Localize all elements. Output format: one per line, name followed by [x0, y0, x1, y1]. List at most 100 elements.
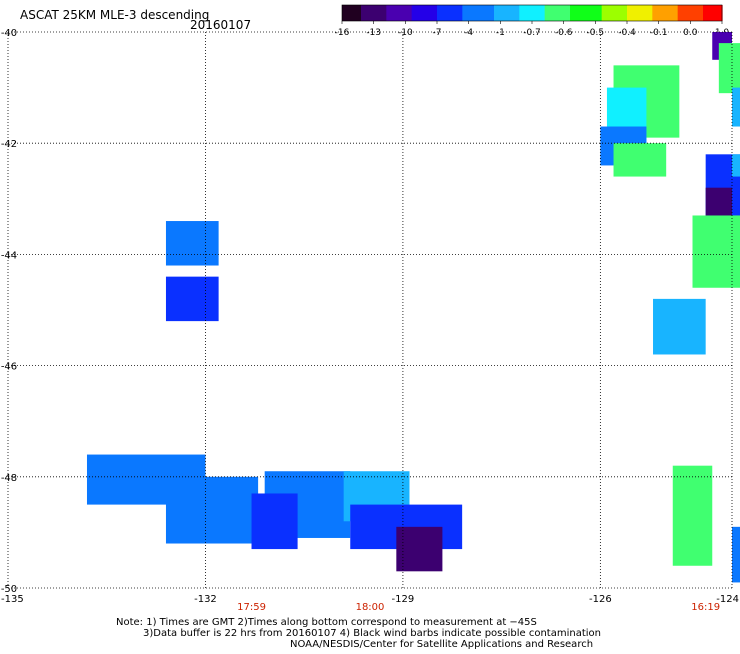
colorbar-segment — [361, 5, 368, 21]
y-tick-label: -40 — [1, 28, 17, 39]
x-tick-label: -129 — [392, 594, 415, 605]
colorbar-segment — [513, 5, 520, 21]
footer-note-line-2: 3)Data buffer is 22 hrs from 20160107 4)… — [143, 628, 601, 639]
colorbar-segment — [620, 5, 628, 21]
time-label: 18:00 — [356, 602, 385, 613]
colorbar-segment — [665, 5, 672, 21]
lat-lon-grid — [7, 31, 733, 589]
colorbar-segment — [544, 5, 552, 21]
colorbar-segment — [443, 5, 451, 21]
swath-cells — [86, 32, 740, 583]
swath-cell — [396, 526, 443, 572]
colorbar-segment — [386, 5, 394, 21]
colorbar-tick-label: -16 — [335, 28, 350, 38]
swath-cell — [705, 187, 732, 216]
x-tick-label: -135 — [1, 594, 24, 605]
colorbar-segment — [494, 5, 501, 21]
colorbar-segment — [715, 5, 723, 21]
colorbar-segment — [456, 5, 463, 21]
swath-cell — [613, 143, 667, 177]
colorbar-segment — [652, 5, 660, 21]
colorbar-segment — [430, 5, 438, 21]
colorbar-segment — [671, 5, 679, 21]
swath-cell — [165, 276, 219, 322]
colorbar-segment — [487, 5, 495, 21]
swath-cell — [718, 43, 740, 94]
y-tick-label: -50 — [1, 584, 17, 595]
colorbar-segment — [633, 5, 641, 21]
swath-cell — [732, 87, 740, 127]
colorbar-segment — [532, 5, 539, 21]
colorbar-segment — [570, 5, 577, 21]
colorbar-segment — [658, 5, 666, 21]
colorbar-tick-label: -0.6 — [555, 28, 573, 38]
colorbar-segment — [424, 5, 432, 21]
colorbar-segment — [614, 5, 622, 21]
colorbar-segment — [481, 5, 489, 21]
colorbar-segment — [506, 5, 514, 21]
colorbar-segment — [373, 5, 381, 21]
colorbar-segment — [449, 5, 457, 21]
x-tick-label: -132 — [194, 594, 217, 605]
x-tick-label: -126 — [589, 594, 612, 605]
colorbar-tick-label: -0.4 — [618, 28, 636, 38]
swath-cell — [165, 221, 219, 266]
colorbar-segment — [380, 5, 387, 21]
swath-cell — [251, 493, 298, 550]
colorbar-segment — [367, 5, 375, 21]
swath-cell — [732, 154, 740, 177]
footer-note-line-3: NOAA/NESDIS/Center for Satellite Applica… — [290, 639, 593, 650]
colorbar-segment — [677, 5, 685, 21]
colorbar-segment — [639, 5, 647, 21]
colorbar-segment — [608, 5, 615, 21]
colorbar-tick-label: -0.1 — [650, 28, 668, 38]
colorbar-segment — [519, 5, 527, 21]
colorbar-segment — [411, 5, 419, 21]
colorbar-segment — [551, 5, 558, 21]
colorbar-segment — [696, 5, 704, 21]
axis-tick-labels: -40-42-44-46-48-50-135-132-129-126-123-1… — [1, 28, 739, 605]
colorbar-segment — [582, 5, 590, 21]
colorbar-segment — [684, 5, 691, 21]
swath-cell — [653, 298, 706, 355]
colorbar-segment — [576, 5, 584, 21]
swath-cell — [672, 465, 713, 566]
colorbar-tick-label: -4 — [464, 28, 473, 38]
colorbar-segment — [538, 5, 546, 21]
colorbar-segment — [354, 5, 362, 21]
colorbar-segment — [437, 5, 444, 21]
colorbar-segment — [646, 5, 653, 21]
colorbar-segment — [468, 5, 476, 21]
colorbar-segment — [627, 5, 634, 21]
colorbar-segment — [709, 5, 717, 21]
colorbar-tick-label: -7 — [433, 28, 442, 38]
time-label: 17:59 — [237, 602, 266, 613]
colorbar-segment — [595, 5, 603, 21]
y-tick-label: -48 — [1, 473, 17, 484]
colorbar-segment — [475, 5, 482, 21]
time-labels: 17:59 18:00 16:19 — [237, 602, 720, 613]
chart-title: ASCAT 25KM MLE-3 descending — [20, 8, 209, 22]
colorbar-segment — [525, 5, 533, 21]
colorbar: -16-13-10-7-4-1-0.7-0.6-0.5-0.4-0.10.01.… — [335, 4, 729, 38]
colorbar-segment — [405, 5, 413, 21]
colorbar-segment — [392, 5, 400, 21]
colorbar-segment — [557, 5, 565, 21]
colorbar-tick-label: -13 — [366, 28, 381, 38]
colorbar-segment — [589, 5, 596, 21]
colorbar-tick-label: -10 — [398, 28, 413, 38]
colorbar-segment — [601, 5, 609, 21]
footer-note-line-1: Note: 1) Times are GMT 2)Times along bot… — [116, 617, 537, 628]
colorbar-segment — [563, 5, 571, 21]
colorbar-segment — [348, 5, 356, 21]
x-tick-label: -124 — [716, 594, 739, 605]
colorbar-segment — [399, 5, 406, 21]
swath-cell — [732, 526, 740, 583]
y-tick-label: -46 — [1, 362, 17, 373]
time-label: 16:19 — [691, 602, 720, 613]
colorbar-segment — [500, 5, 508, 21]
swath-cell — [165, 476, 259, 544]
colorbar-tick-label: -1 — [496, 28, 505, 38]
y-tick-label: -44 — [1, 250, 17, 261]
